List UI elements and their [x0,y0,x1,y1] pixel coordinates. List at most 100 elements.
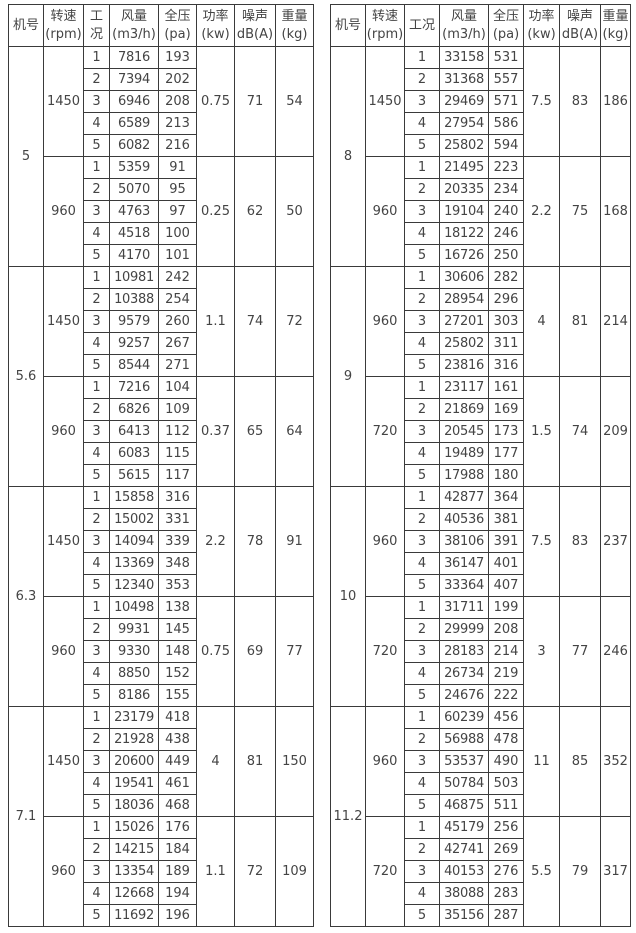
table-row: 4 18122 246 [331,222,631,245]
table-row: 3 53537 490 [331,750,631,773]
table-row: 4 38088 283 [331,882,631,905]
operating-point-cell: 2 [83,838,110,861]
airflow-cell: 7216 [109,376,159,399]
pressure-cell: 208 [488,618,524,641]
speed-cell: 960 [365,486,405,597]
power-cell: 2.2 [196,486,235,597]
airflow-header-line: (m3/h) [112,26,156,42]
noise-cell: 62 [234,156,276,267]
speed-cell: 720 [365,816,405,927]
operating-point-cell: 1 [404,266,440,289]
noise-cell: 79 [559,816,601,927]
noise-cell: 69 [234,596,276,707]
airflow-cell: 18036 [109,794,159,817]
pressure-cell: 173 [488,420,524,443]
model-cell: 10 [330,486,366,707]
airflow-cell: 6413 [109,420,159,443]
table-row: 4 27954 586 [331,112,631,135]
airflow-cell: 19541 [109,772,159,795]
airflow-cell: 9931 [109,618,159,641]
table-row: 4 12668 194 [9,882,314,905]
power-cell: 1.1 [196,266,235,377]
operating-point-cell: 5 [83,464,110,487]
pressure-cell: 296 [488,288,524,311]
pressure-cell: 222 [488,684,524,707]
table-row: 4 36147 401 [331,552,631,575]
weight-cell: 352 [600,706,631,817]
airflow-cell: 7394 [109,68,159,91]
speed-cell: 960 [43,376,84,487]
table-row: 3 6413 112 [9,420,314,443]
pressure-cell: 531 [488,46,524,69]
operating-point-cell: 5 [404,464,440,487]
fan-spec-table-right: 机号 转速 (rpm) 工况 风量 (m3/h) 全压 (pa) 功率 (kw) 噪声 dB(A) 重量… [330,4,631,927]
operating-point-cell: 3 [404,860,440,883]
power-cell: 7.5 [523,486,560,597]
airflow-cell: 9330 [109,640,159,663]
operating-point-header: 工况 [83,4,110,47]
table-row: 7.1 1450 1 23179 418 4 81 150 [8,706,314,927]
operating-point-cell: 2 [83,728,110,751]
table-row: 5 1450 1 7816 193 0.75 71 54 [8,46,314,267]
power-cell: 0.75 [196,596,235,707]
airflow-cell: 6589 [109,112,159,135]
operating-point-cell: 2 [83,618,110,641]
speed-cell: 1450 [43,486,84,597]
pressure-cell: 148 [158,640,197,663]
operating-point-cell: 4 [404,882,440,905]
operating-point-cell: 4 [83,552,110,575]
operating-point-cell: 1 [404,596,440,619]
operating-point-cell: 3 [83,310,110,333]
table-row: 4 26734 219 [331,662,631,685]
operating-point-cell: 1 [404,706,440,729]
airflow-cell: 5615 [109,464,159,487]
weight-cell: 209 [600,376,631,487]
pressure-cell: 169 [488,398,524,421]
operating-point-cell: 4 [83,882,110,905]
table-row: 2 5070 95 [9,178,314,201]
table-row: 960 1 10498 138 0.75 69 77 [9,596,314,707]
pressure-cell: 234 [488,178,524,201]
operating-point-cell: 1 [83,156,110,179]
airflow-cell: 60239 [439,706,489,729]
table-row: 8 1450 1 33158 531 7.5 83 186 [330,46,631,267]
table-row: 5 8186 155 [9,684,314,707]
airflow-cell: 15026 [109,816,159,839]
table-row: 2 6826 109 [9,398,314,421]
pressure-header-line: (pa) [492,26,520,42]
power-header-line: (kw) [201,26,230,42]
noise-cell: 83 [559,46,601,157]
airflow-cell: 21495 [439,156,489,179]
pressure-cell: 95 [158,178,197,201]
pressure-header: 全压 (pa) [488,4,524,47]
pressure-cell: 287 [488,904,524,927]
operating-point-cell: 3 [83,530,110,553]
pressure-cell: 189 [158,860,197,883]
operating-point-cell: 4 [83,332,110,355]
noise-cell: 77 [559,596,601,707]
power-cell: 7.5 [523,46,560,157]
airflow-cell: 38106 [439,530,489,553]
pressure-cell: 199 [488,596,524,619]
airflow-cell: 18122 [439,222,489,245]
table-row: 5 17988 180 [331,464,631,487]
table-row: 5 24676 222 [331,684,631,707]
weight-cell: 64 [275,376,314,487]
table-row: 5 4170 101 [9,244,314,267]
airflow-header-line: (m3/h) [442,26,486,42]
table-row: 6.3 1450 1 15858 316 2.2 78 91 [8,486,314,707]
noise-cell: 72 [234,816,276,927]
operating-point-cell: 4 [404,552,440,575]
weight-header: 重量 (kg) [600,4,631,47]
operating-point-cell: 4 [404,442,440,465]
operating-point-cell: 3 [83,90,110,113]
model-cell: 7.1 [8,706,44,927]
pressure-cell: 282 [488,266,524,289]
noise-cell: 74 [559,376,601,487]
weight-cell: 186 [600,46,631,157]
table-row: 10 960 1 42877 364 7.5 83 237 [330,486,631,707]
operating-point-cell: 1 [83,816,110,839]
operating-point-cell: 2 [404,728,440,751]
pressure-cell: 208 [158,90,197,113]
pressure-cell: 240 [488,200,524,223]
